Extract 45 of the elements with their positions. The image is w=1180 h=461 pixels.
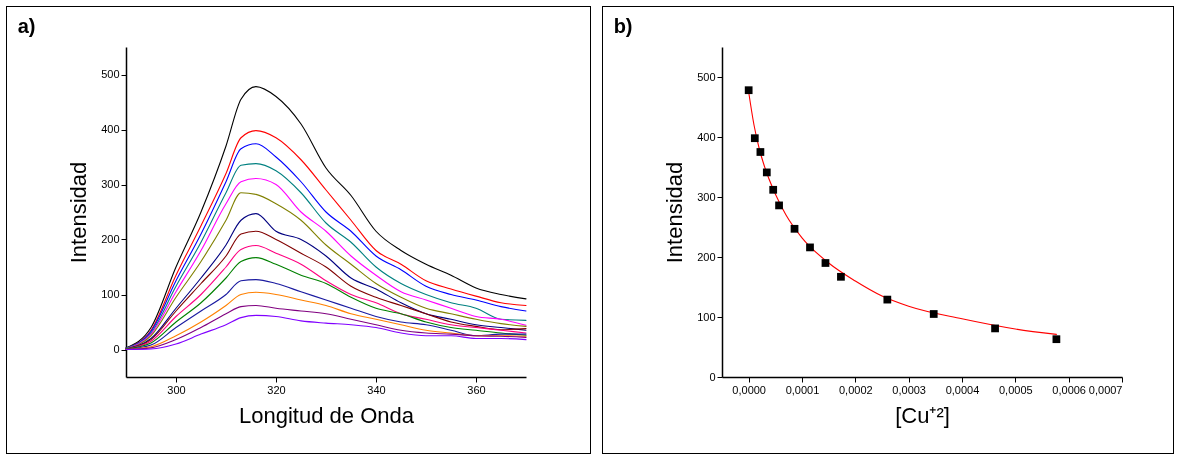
chart-title: a) [17, 15, 36, 37]
x-tick-label: 0,0000 [732, 383, 766, 396]
chart-title: b) [613, 15, 633, 37]
y-axis-title: Intensidad [66, 161, 92, 264]
y-tick-label: 0 [709, 370, 716, 383]
x-tick-label: 0,0005 [999, 383, 1033, 396]
y-tick-label: 300 [697, 190, 716, 203]
point [821, 259, 830, 267]
y-tick-label: 100 [697, 310, 716, 323]
x-axis-title: Longitud de Onda [239, 402, 415, 428]
y-tick-label: 300 [101, 178, 120, 190]
y-tick-label: 200 [697, 250, 716, 263]
y-tick-label: 500 [697, 70, 716, 83]
point [837, 272, 845, 281]
x-tick-label: 0,0003 [892, 383, 926, 396]
x-tick-label: 0,0007 [1088, 383, 1123, 396]
y-tick-label: 400 [101, 123, 120, 135]
x-tick-label: 0,0006 [1052, 383, 1086, 396]
y-tick-label: 200 [101, 233, 120, 245]
line-series [125, 314, 527, 351]
point [775, 201, 783, 210]
y-tick-label: 100 [101, 288, 120, 300]
point [769, 185, 778, 194]
point [883, 295, 892, 304]
point [762, 168, 771, 177]
x-tick-label: 0,0001 [785, 383, 820, 396]
y-tick-label: 400 [697, 130, 716, 143]
y-axis-title: Intensidad [662, 161, 688, 264]
y-tick-label: 0 [113, 343, 120, 355]
point [756, 148, 765, 156]
x-tick-label: 340 [367, 383, 386, 396]
x-tick-label: 360 [467, 383, 486, 396]
x-axis-title: [Cu⁺²] [895, 402, 950, 428]
point [991, 324, 999, 333]
point [1052, 335, 1061, 344]
y-tick-label: 500 [101, 68, 120, 80]
x-tick-label: 0,0004 [945, 383, 980, 396]
point [929, 310, 938, 318]
x-tick-label: 0,0002 [839, 383, 873, 396]
x-tick-label: 320 [267, 383, 286, 396]
point [790, 224, 799, 233]
point [750, 134, 759, 143]
point [806, 243, 814, 252]
x-tick-label: 300 [167, 383, 186, 396]
point [744, 86, 753, 95]
